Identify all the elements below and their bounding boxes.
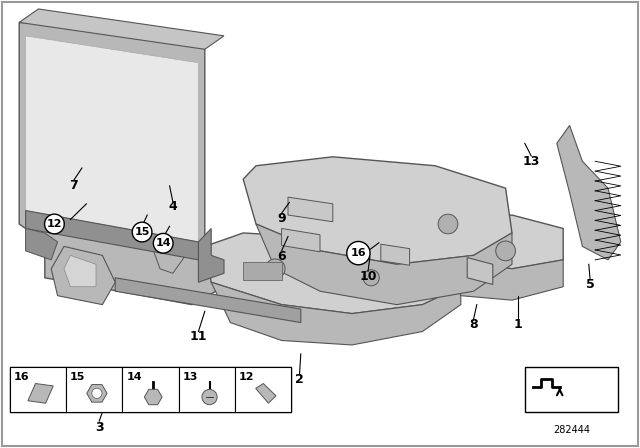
Text: 12: 12 — [239, 372, 254, 382]
Polygon shape — [26, 211, 198, 260]
Polygon shape — [145, 389, 162, 405]
Text: 6: 6 — [277, 250, 286, 263]
Circle shape — [347, 241, 370, 265]
Text: 14: 14 — [156, 238, 171, 248]
Text: 15: 15 — [70, 372, 85, 382]
Text: 10: 10 — [359, 270, 377, 284]
Polygon shape — [282, 228, 320, 252]
Text: 282444: 282444 — [553, 425, 590, 435]
Polygon shape — [435, 215, 563, 269]
Circle shape — [132, 222, 152, 242]
Polygon shape — [205, 233, 461, 314]
Circle shape — [202, 389, 217, 405]
Text: 7: 7 — [69, 179, 78, 193]
Bar — [235, 367, 291, 412]
Circle shape — [45, 214, 64, 234]
Text: 9: 9 — [277, 212, 286, 225]
Bar — [10, 367, 291, 412]
Polygon shape — [381, 244, 410, 265]
Polygon shape — [19, 9, 224, 49]
Polygon shape — [448, 260, 563, 300]
Text: 2: 2 — [295, 373, 304, 387]
Text: 4: 4 — [168, 200, 177, 214]
Text: 11: 11 — [189, 330, 207, 344]
Text: 13: 13 — [182, 372, 198, 382]
Polygon shape — [557, 125, 621, 260]
Circle shape — [363, 270, 380, 286]
Polygon shape — [28, 383, 53, 403]
Text: 3: 3 — [95, 421, 104, 435]
Polygon shape — [211, 282, 461, 345]
Polygon shape — [243, 157, 512, 264]
Polygon shape — [198, 228, 224, 282]
Circle shape — [438, 214, 458, 234]
Text: 1: 1 — [514, 318, 523, 331]
Bar — [179, 367, 235, 412]
Polygon shape — [256, 383, 276, 403]
Circle shape — [92, 388, 102, 398]
Bar — [66, 367, 122, 412]
Polygon shape — [256, 224, 512, 305]
Polygon shape — [115, 278, 301, 323]
Polygon shape — [467, 258, 493, 284]
Polygon shape — [87, 384, 107, 402]
Bar — [525, 367, 618, 412]
Polygon shape — [19, 22, 224, 305]
Text: 16: 16 — [351, 248, 366, 258]
Text: 16: 16 — [13, 372, 29, 382]
Text: 14: 14 — [126, 372, 142, 382]
Polygon shape — [154, 242, 186, 273]
Polygon shape — [26, 228, 58, 260]
Bar — [10, 367, 66, 412]
Text: 15: 15 — [134, 227, 150, 237]
Circle shape — [496, 241, 515, 261]
Circle shape — [154, 233, 173, 253]
Bar — [243, 262, 282, 280]
Text: 13: 13 — [522, 155, 540, 168]
Polygon shape — [51, 246, 115, 305]
Circle shape — [266, 259, 285, 279]
Text: 5: 5 — [586, 278, 595, 292]
Polygon shape — [288, 197, 333, 222]
Bar — [122, 367, 179, 412]
Polygon shape — [26, 36, 198, 242]
Text: 12: 12 — [47, 219, 62, 229]
Polygon shape — [64, 255, 96, 287]
Text: 8: 8 — [469, 318, 478, 331]
